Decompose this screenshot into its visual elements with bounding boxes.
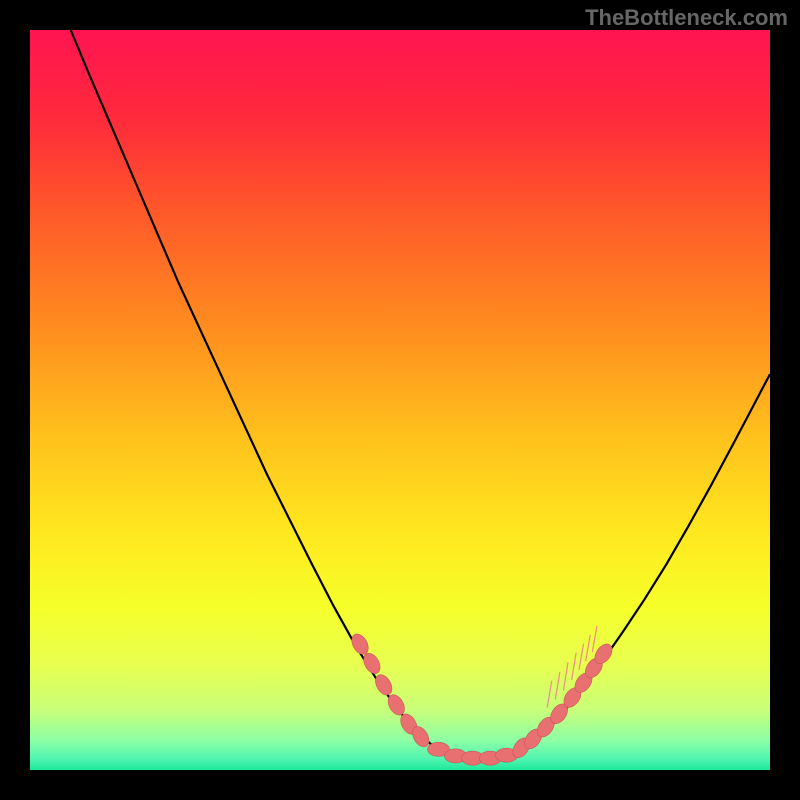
chart-svg — [30, 30, 770, 770]
watermark-text: TheBottleneck.com — [585, 5, 788, 31]
chart-plot-area — [30, 30, 770, 770]
gradient-background — [30, 30, 770, 770]
